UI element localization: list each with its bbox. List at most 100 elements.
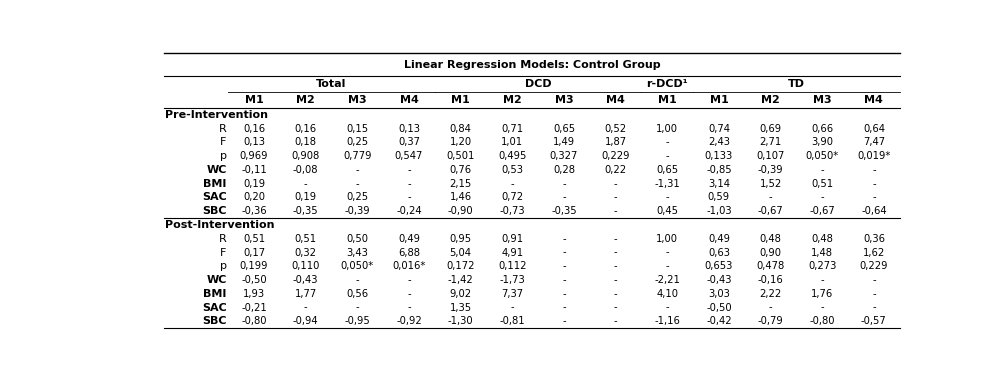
Text: TD: TD bbox=[787, 79, 804, 89]
Text: -0,64: -0,64 bbox=[861, 206, 886, 216]
Text: SBC: SBC bbox=[202, 206, 227, 216]
Text: M3: M3 bbox=[812, 95, 830, 105]
Text: F: F bbox=[220, 247, 227, 257]
Text: 0,64: 0,64 bbox=[862, 124, 884, 134]
Text: M1: M1 bbox=[657, 95, 676, 105]
Text: -: - bbox=[872, 302, 875, 312]
Text: -0,80: -0,80 bbox=[241, 316, 267, 326]
Text: 0,32: 0,32 bbox=[295, 247, 316, 257]
Text: 1,01: 1,01 bbox=[500, 137, 523, 147]
Text: 0,50: 0,50 bbox=[346, 234, 368, 244]
Text: 7,37: 7,37 bbox=[500, 289, 523, 299]
Text: -: - bbox=[613, 234, 617, 244]
Text: WC: WC bbox=[206, 165, 227, 175]
Text: -: - bbox=[407, 179, 410, 189]
Text: -: - bbox=[665, 151, 668, 161]
Text: 0,51: 0,51 bbox=[294, 234, 316, 244]
Text: -: - bbox=[562, 275, 566, 285]
Text: 0,273: 0,273 bbox=[807, 261, 835, 271]
Text: 1,49: 1,49 bbox=[553, 137, 575, 147]
Text: -: - bbox=[407, 275, 410, 285]
Text: -0,90: -0,90 bbox=[447, 206, 473, 216]
Text: -: - bbox=[613, 247, 617, 257]
Text: 0,495: 0,495 bbox=[497, 151, 526, 161]
Text: -: - bbox=[665, 302, 668, 312]
Text: 0,133: 0,133 bbox=[704, 151, 732, 161]
Text: 0,019*: 0,019* bbox=[857, 151, 890, 161]
Text: 0,050*: 0,050* bbox=[804, 151, 839, 161]
Text: -: - bbox=[407, 192, 410, 202]
Text: p: p bbox=[220, 151, 227, 161]
Text: -: - bbox=[355, 179, 359, 189]
Text: 0,53: 0,53 bbox=[500, 165, 523, 175]
Text: 2,43: 2,43 bbox=[707, 137, 729, 147]
Text: -: - bbox=[562, 261, 566, 271]
Text: -: - bbox=[407, 289, 410, 299]
Text: 7,47: 7,47 bbox=[862, 137, 884, 147]
Text: -0,43: -0,43 bbox=[705, 275, 731, 285]
Text: BMI: BMI bbox=[203, 289, 227, 299]
Text: 1,46: 1,46 bbox=[449, 192, 471, 202]
Text: 0,71: 0,71 bbox=[500, 124, 523, 134]
Text: -: - bbox=[510, 302, 514, 312]
Text: 0,28: 0,28 bbox=[553, 165, 575, 175]
Text: -: - bbox=[613, 302, 617, 312]
Text: SAC: SAC bbox=[202, 302, 227, 312]
Text: -1,03: -1,03 bbox=[705, 206, 731, 216]
Text: -: - bbox=[613, 275, 617, 285]
Text: -0,50: -0,50 bbox=[705, 302, 731, 312]
Text: 0,22: 0,22 bbox=[604, 165, 626, 175]
Text: -0,16: -0,16 bbox=[757, 275, 782, 285]
Text: 0,59: 0,59 bbox=[707, 192, 729, 202]
Text: -0,81: -0,81 bbox=[499, 316, 525, 326]
Text: 1,52: 1,52 bbox=[758, 179, 781, 189]
Text: 4,10: 4,10 bbox=[656, 289, 678, 299]
Text: 0,91: 0,91 bbox=[500, 234, 523, 244]
Text: 0,72: 0,72 bbox=[500, 192, 523, 202]
Text: -: - bbox=[613, 192, 617, 202]
Text: WC: WC bbox=[206, 275, 227, 285]
Text: 0,501: 0,501 bbox=[446, 151, 474, 161]
Text: -0,39: -0,39 bbox=[757, 165, 782, 175]
Text: -: - bbox=[562, 302, 566, 312]
Text: -0,11: -0,11 bbox=[241, 165, 267, 175]
Text: 1,62: 1,62 bbox=[862, 247, 884, 257]
Text: SBC: SBC bbox=[202, 316, 227, 326]
Text: -: - bbox=[665, 192, 668, 202]
Text: -0,43: -0,43 bbox=[293, 275, 318, 285]
Text: 0,050*: 0,050* bbox=[340, 261, 373, 271]
Text: -: - bbox=[355, 165, 359, 175]
Text: F: F bbox=[220, 137, 227, 147]
Text: -: - bbox=[304, 302, 307, 312]
Text: 0,172: 0,172 bbox=[446, 261, 474, 271]
Text: 0,19: 0,19 bbox=[294, 192, 316, 202]
Text: -: - bbox=[819, 192, 823, 202]
Text: -0,36: -0,36 bbox=[241, 206, 267, 216]
Text: 0,95: 0,95 bbox=[449, 234, 471, 244]
Text: 0,49: 0,49 bbox=[707, 234, 729, 244]
Text: 0,18: 0,18 bbox=[295, 137, 316, 147]
Text: -0,35: -0,35 bbox=[293, 206, 318, 216]
Text: R: R bbox=[219, 234, 227, 244]
Text: 0,969: 0,969 bbox=[240, 151, 268, 161]
Text: 1,77: 1,77 bbox=[294, 289, 317, 299]
Text: -: - bbox=[613, 316, 617, 326]
Text: BMI: BMI bbox=[203, 179, 227, 189]
Text: 0,547: 0,547 bbox=[394, 151, 422, 161]
Text: R: R bbox=[219, 124, 227, 134]
Text: Pre-Intervention: Pre-Intervention bbox=[165, 110, 268, 120]
Text: 0,13: 0,13 bbox=[243, 137, 265, 147]
Text: 1,76: 1,76 bbox=[810, 289, 832, 299]
Text: 0,20: 0,20 bbox=[243, 192, 265, 202]
Text: 1,00: 1,00 bbox=[656, 124, 678, 134]
Text: 0,66: 0,66 bbox=[810, 124, 832, 134]
Text: -0,21: -0,21 bbox=[241, 302, 267, 312]
Text: -: - bbox=[304, 179, 307, 189]
Text: 1,87: 1,87 bbox=[604, 137, 626, 147]
Text: Total: Total bbox=[316, 79, 346, 89]
Text: 1,20: 1,20 bbox=[449, 137, 471, 147]
Text: 2,22: 2,22 bbox=[758, 289, 781, 299]
Text: -: - bbox=[819, 302, 823, 312]
Text: -: - bbox=[665, 247, 668, 257]
Text: 0,15: 0,15 bbox=[346, 124, 368, 134]
